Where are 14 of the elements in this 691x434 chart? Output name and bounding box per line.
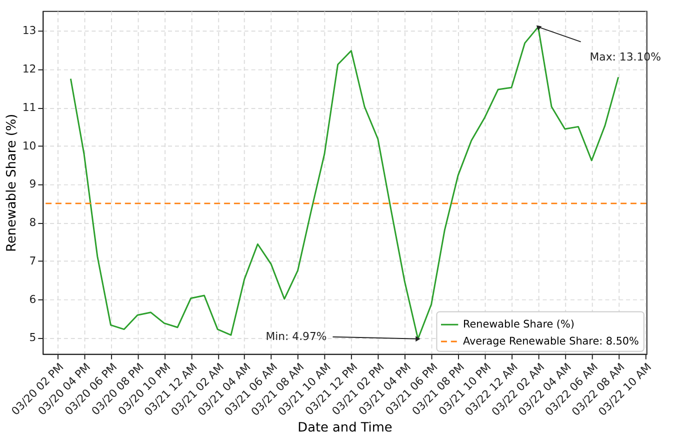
y-tick-label: 12 <box>22 62 36 76</box>
y-tick-label: 7 <box>29 254 36 268</box>
y-tick-label: 10 <box>22 139 36 152</box>
y-tick-label: 11 <box>22 100 36 114</box>
y-axis-title: Renewable Share (%) <box>4 114 20 252</box>
y-tick-label: 8 <box>29 216 36 230</box>
legend-label: Average Renewable Share: 8.50% <box>462 335 640 348</box>
y-tick-label: 6 <box>29 292 36 306</box>
x-axis-title: Date and Time <box>298 420 392 434</box>
y-tick-label: 9 <box>29 178 36 191</box>
legend-label: Renewable Share (%) <box>462 318 574 331</box>
annotation: Min: 4.97% <box>266 330 327 343</box>
y-tick-label: 5 <box>29 331 36 344</box>
y-tick-label: 13 <box>22 24 36 38</box>
